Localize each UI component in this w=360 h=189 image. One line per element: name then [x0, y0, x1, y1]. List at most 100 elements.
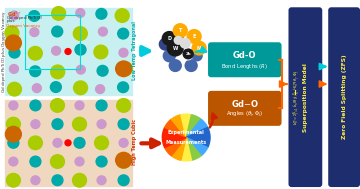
Circle shape [30, 100, 41, 111]
Circle shape [117, 155, 131, 168]
Circle shape [65, 140, 71, 146]
Circle shape [52, 119, 63, 129]
Text: N: N [197, 46, 201, 51]
Wedge shape [186, 115, 201, 137]
Circle shape [73, 117, 86, 131]
Bar [5, 8, 131, 95]
Circle shape [96, 9, 107, 19]
Circle shape [97, 120, 106, 129]
Circle shape [73, 174, 86, 187]
Circle shape [5, 26, 19, 40]
Circle shape [76, 65, 85, 74]
Wedge shape [181, 137, 192, 161]
Circle shape [162, 32, 176, 45]
Circle shape [116, 152, 131, 168]
Circle shape [118, 62, 132, 75]
Circle shape [159, 38, 171, 50]
Circle shape [6, 174, 20, 187]
Circle shape [31, 120, 40, 129]
FancyBboxPatch shape [208, 42, 282, 77]
Wedge shape [165, 137, 186, 156]
Circle shape [96, 85, 104, 94]
Circle shape [6, 117, 20, 131]
Circle shape [187, 30, 201, 43]
Text: Oxygen Vacancy: Oxygen Vacancy [6, 24, 41, 28]
Circle shape [28, 136, 42, 150]
FancyBboxPatch shape [328, 7, 360, 187]
Circle shape [185, 60, 197, 71]
Circle shape [28, 46, 42, 60]
Text: W: W [172, 46, 178, 51]
Text: Gd-O: Gd-O [233, 51, 257, 60]
Circle shape [75, 44, 86, 55]
Text: E: E [193, 34, 196, 39]
Circle shape [75, 157, 84, 166]
Text: Gd doped PbTiO$_3$: Gd doped PbTiO$_3$ [6, 14, 44, 22]
Text: Superposition Model: Superposition Model [303, 63, 308, 132]
Circle shape [52, 175, 63, 186]
Circle shape [10, 11, 19, 20]
Circle shape [50, 82, 61, 92]
Circle shape [192, 51, 202, 61]
Circle shape [52, 7, 66, 20]
Circle shape [192, 41, 206, 55]
Circle shape [97, 65, 108, 76]
Circle shape [5, 126, 21, 142]
Text: plus: plus [6, 19, 15, 23]
Text: Bond Lengths ($R$): Bond Lengths ($R$) [221, 62, 268, 71]
Text: Experimental: Experimental [168, 130, 204, 135]
Circle shape [53, 139, 62, 147]
Text: Low Temp Tetragonal: Low Temp Tetragonal [132, 22, 137, 81]
Wedge shape [162, 137, 186, 148]
Circle shape [51, 46, 60, 55]
Wedge shape [186, 137, 210, 148]
Circle shape [73, 27, 87, 40]
Circle shape [29, 11, 40, 21]
Circle shape [97, 176, 106, 185]
Text: T: T [179, 28, 182, 33]
Wedge shape [181, 114, 192, 137]
Text: Measurements: Measurements [166, 140, 207, 145]
Circle shape [31, 176, 40, 185]
Circle shape [65, 49, 71, 54]
Circle shape [52, 26, 63, 37]
Circle shape [30, 28, 39, 36]
Circle shape [167, 40, 183, 56]
Circle shape [180, 38, 190, 48]
Circle shape [74, 137, 85, 148]
Text: Angles ($\theta_j, \Phi_j$): Angles ($\theta_j, \Phi_j$) [226, 110, 264, 120]
Circle shape [32, 84, 41, 92]
Wedge shape [171, 137, 186, 160]
Circle shape [118, 28, 129, 39]
Circle shape [118, 175, 129, 186]
Circle shape [173, 24, 187, 37]
Circle shape [50, 155, 64, 168]
FancyBboxPatch shape [288, 7, 322, 187]
Circle shape [76, 9, 85, 17]
Wedge shape [186, 119, 208, 137]
Circle shape [183, 49, 193, 59]
Circle shape [50, 99, 64, 112]
Circle shape [30, 66, 41, 77]
Circle shape [163, 50, 175, 62]
Circle shape [8, 137, 19, 148]
Circle shape [118, 119, 129, 129]
Text: Gd doped PbTiO$_3$ plus Oxygen Vacancy: Gd doped PbTiO$_3$ plus Oxygen Vacancy [0, 9, 8, 93]
Circle shape [30, 156, 41, 167]
Wedge shape [186, 127, 210, 137]
Circle shape [96, 156, 107, 167]
Text: High Temp Cubic: High Temp Cubic [132, 119, 137, 165]
Circle shape [119, 48, 128, 57]
Circle shape [118, 82, 129, 93]
Circle shape [51, 65, 65, 79]
Text: Zero Field Splitting (ZFS): Zero Field Splitting (ZFS) [342, 55, 347, 139]
Circle shape [173, 32, 183, 41]
Bar [5, 100, 131, 186]
Text: Gd$^{3+}$: Gd$^{3+}$ [8, 9, 22, 19]
Circle shape [116, 61, 131, 77]
Text: $b^m_n = \Sigma^N_{j=1}\,\bar{b}_n(R_0)\left(\frac{R_0}{R}\right)^{t_n}\!K^m_n(\: $b^m_n = \Sigma^N_{j=1}\,\bar{b}_n(R_0)\… [292, 69, 303, 125]
Circle shape [119, 139, 128, 147]
Circle shape [9, 65, 18, 73]
Wedge shape [162, 127, 186, 137]
Circle shape [115, 9, 129, 22]
